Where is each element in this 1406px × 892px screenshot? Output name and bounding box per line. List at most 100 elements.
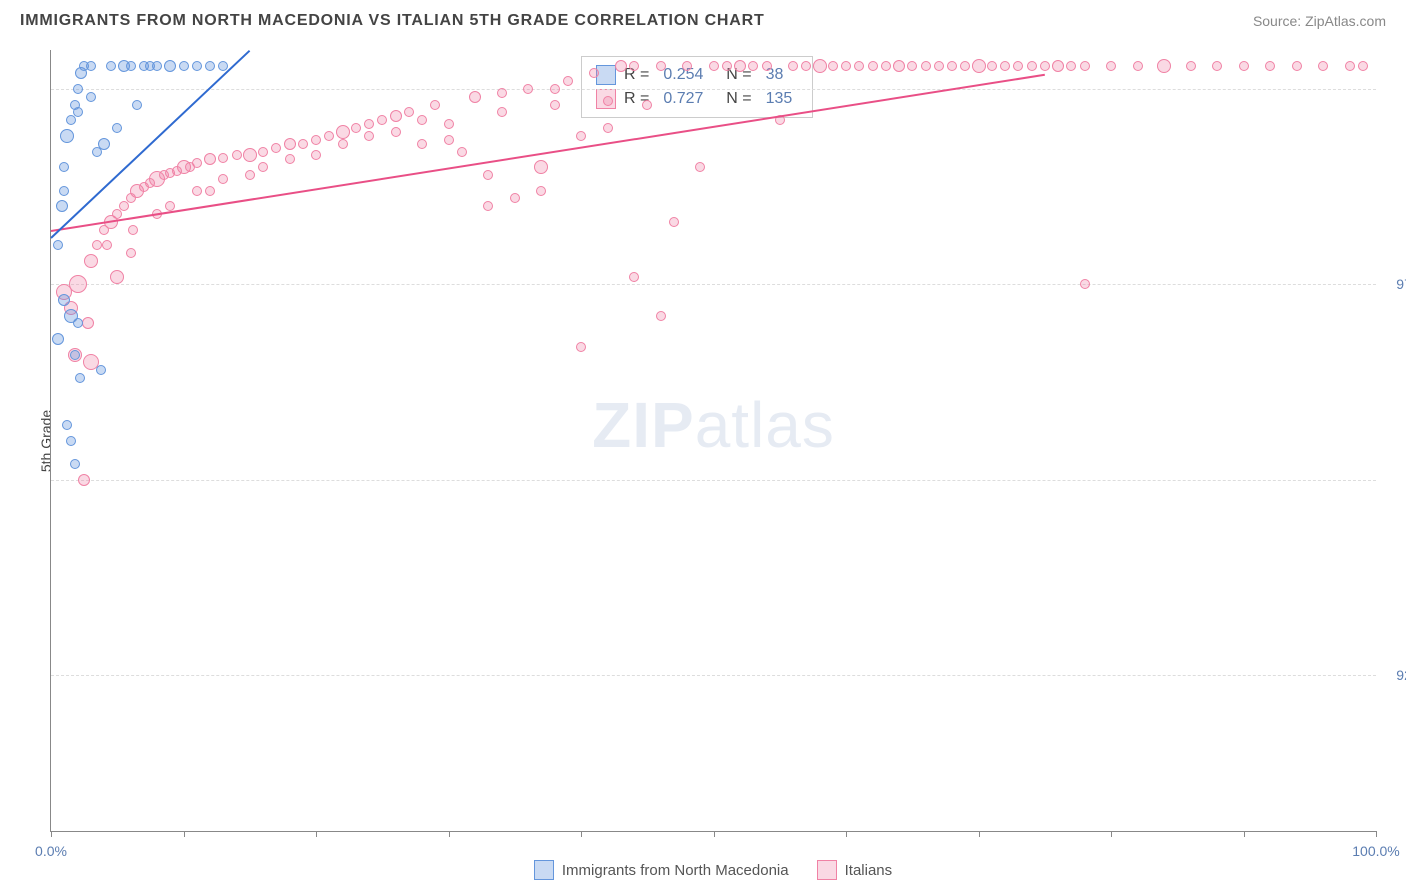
point-pink: [245, 170, 255, 180]
gridline: [51, 480, 1376, 481]
point-pink: [390, 110, 402, 122]
point-blue: [73, 107, 83, 117]
point-blue: [53, 240, 63, 250]
point-pink: [285, 154, 295, 164]
point-pink: [205, 186, 215, 196]
point-blue: [60, 129, 74, 143]
point-pink: [1345, 61, 1355, 71]
point-pink: [192, 186, 202, 196]
point-pink: [298, 139, 308, 149]
point-blue: [132, 100, 142, 110]
series-legend: Immigrants from North Macedonia Italians: [50, 860, 1376, 880]
point-pink: [1040, 61, 1050, 71]
stats-row-pink: R = 0.727 N = 135: [596, 87, 798, 111]
gridline: [51, 675, 1376, 676]
point-blue: [70, 459, 80, 469]
point-pink: [563, 76, 573, 86]
point-blue: [59, 162, 69, 172]
point-pink: [351, 123, 361, 133]
point-pink: [615, 60, 627, 72]
point-pink: [1212, 61, 1222, 71]
point-blue: [75, 373, 85, 383]
point-pink: [243, 148, 257, 162]
point-pink: [828, 61, 838, 71]
point-pink: [1133, 61, 1143, 71]
plot-region: ZIPatlas R = 0.254 N = 38 R = 0.727 N = …: [50, 50, 1376, 832]
point-pink: [497, 88, 507, 98]
point-blue: [205, 61, 215, 71]
swatch-blue: [596, 65, 616, 85]
point-pink: [1066, 61, 1076, 71]
legend-label-pink: Italians: [845, 862, 893, 879]
point-blue: [192, 61, 202, 71]
point-pink: [218, 153, 228, 163]
point-blue: [126, 61, 136, 71]
point-pink: [762, 61, 772, 71]
x-tick: [979, 831, 980, 837]
point-pink: [972, 59, 986, 73]
point-pink: [430, 100, 440, 110]
point-pink: [483, 170, 493, 180]
legend-item-blue: Immigrants from North Macedonia: [534, 860, 789, 880]
point-pink: [82, 317, 94, 329]
watermark: ZIPatlas: [592, 388, 835, 462]
point-pink: [921, 61, 931, 71]
x-tick: [1244, 831, 1245, 837]
point-pink: [748, 61, 758, 71]
point-pink: [1318, 61, 1328, 71]
point-blue: [52, 333, 64, 345]
point-pink: [881, 61, 891, 71]
point-pink: [364, 119, 374, 129]
point-blue: [106, 61, 116, 71]
point-pink: [417, 115, 427, 125]
point-pink: [444, 119, 454, 129]
point-pink: [947, 61, 957, 71]
y-tick-label: 97.5%: [1381, 276, 1406, 292]
point-pink: [102, 240, 112, 250]
point-pink: [126, 248, 136, 258]
point-pink: [483, 201, 493, 211]
point-pink: [656, 311, 666, 321]
point-pink: [934, 61, 944, 71]
point-pink: [1080, 61, 1090, 71]
point-blue: [58, 294, 70, 306]
point-blue: [98, 138, 110, 150]
point-pink: [1292, 61, 1302, 71]
point-blue: [179, 61, 189, 71]
point-pink: [1358, 61, 1368, 71]
point-pink: [391, 127, 401, 137]
point-pink: [128, 225, 138, 235]
n-value-pink: 135: [766, 90, 793, 108]
chart-title: IMMIGRANTS FROM NORTH MACEDONIA VS ITALI…: [20, 12, 765, 30]
point-pink: [1265, 61, 1275, 71]
point-blue: [59, 186, 69, 196]
point-pink: [1080, 279, 1090, 289]
point-pink: [1239, 61, 1249, 71]
point-blue: [86, 61, 96, 71]
x-tick: [714, 831, 715, 837]
point-pink: [110, 270, 124, 284]
x-tick: [51, 831, 52, 837]
point-pink: [324, 131, 334, 141]
x-tick: [1376, 831, 1377, 837]
watermark-light: atlas: [695, 389, 835, 461]
x-tick: [184, 831, 185, 837]
point-pink: [523, 84, 533, 94]
point-blue: [86, 92, 96, 102]
point-pink: [204, 153, 216, 165]
x-tick: [581, 831, 582, 837]
point-pink: [457, 147, 467, 157]
chart-header: IMMIGRANTS FROM NORTH MACEDONIA VS ITALI…: [20, 12, 1386, 30]
point-pink: [603, 123, 613, 133]
point-pink: [734, 60, 746, 72]
x-tick: [1111, 831, 1112, 837]
gridline: [51, 284, 1376, 285]
point-pink: [960, 61, 970, 71]
point-pink: [69, 275, 87, 293]
point-pink: [1052, 60, 1064, 72]
point-pink: [497, 107, 507, 117]
point-pink: [695, 162, 705, 172]
point-pink: [629, 61, 639, 71]
point-blue: [66, 436, 76, 446]
point-pink: [232, 150, 242, 160]
